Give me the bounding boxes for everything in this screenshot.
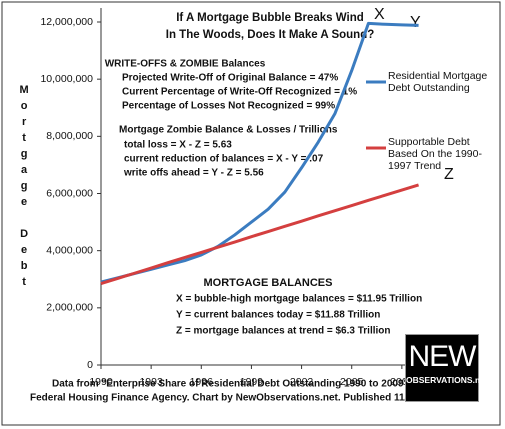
y-tick-label: 10,000,000 [40,73,93,85]
annotation: write offs ahead = Y - Z = 5.56 [123,168,264,179]
annotation: current reduction of balances = X - Y = … [124,154,324,165]
source-note: Federal Housing Finance Agency. Chart by… [30,393,435,404]
y-tick-label: 0 [87,359,93,371]
logo-text: OBSERVATIONS.net [406,375,488,385]
legend-entry: Supportable Debt Based On the 1990-1997 … [388,136,482,172]
x-tick-label: 1993 [139,376,163,388]
annotation-header: MORTGAGE BALANCES [204,277,333,289]
y-tick-label: 12,000,000 [40,16,93,28]
annotation: Z = mortgage balances at trend = $6.3 Tr… [176,326,391,337]
y-tick-label: 8,000,000 [46,130,93,142]
x-tick-label: 1996 [190,376,214,388]
y-axis-label: Mortgage Debt [18,84,30,292]
annotation: Current Percentage of Write-Off Recogniz… [122,87,357,98]
y-tick-label: 4,000,000 [46,244,93,256]
chart-title: If A Mortgage Bubble Breaks Wind [176,12,364,24]
annotation: total loss = X - Z = 5.63 [124,140,232,151]
x-tick-label: 2005 [340,376,364,388]
point-label: X [374,6,385,23]
chart-title: In The Woods, Does It Make A Sound? [166,29,375,41]
series-line [100,183,420,285]
source-note: Data from "Enterprise Share of Residenti… [52,379,408,390]
point-label: Y [410,14,421,31]
logo: NEW OBSERVATIONS.net [405,334,488,402]
annotation-header: WRITE-OFFS & ZOMBIE Balances [105,59,266,70]
annotation-header: Mortgage Zombie Balance & Losses / Trill… [119,125,338,136]
point-label: Z [444,166,454,183]
x-tick-label: 1990 [89,376,113,388]
legend-entry: Residential Mortgage Debt Outstanding [388,70,488,94]
y-tick-label: 2,000,000 [46,302,93,314]
y-tick-label: 6,000,000 [46,187,93,199]
annotation: Projected Write-Off of Original Balance … [122,73,338,84]
x-tick-label: 2002 [290,376,314,388]
logo-text: NEW [408,340,477,373]
annotation: Percentage of Losses Not Recognized = 99… [122,101,335,112]
annotation: X = bubble-high mortgage balances = $11.… [176,294,422,305]
x-tick-label: 1999 [240,376,264,388]
annotation: Y = current balances today = $11.88 Tril… [176,310,380,321]
